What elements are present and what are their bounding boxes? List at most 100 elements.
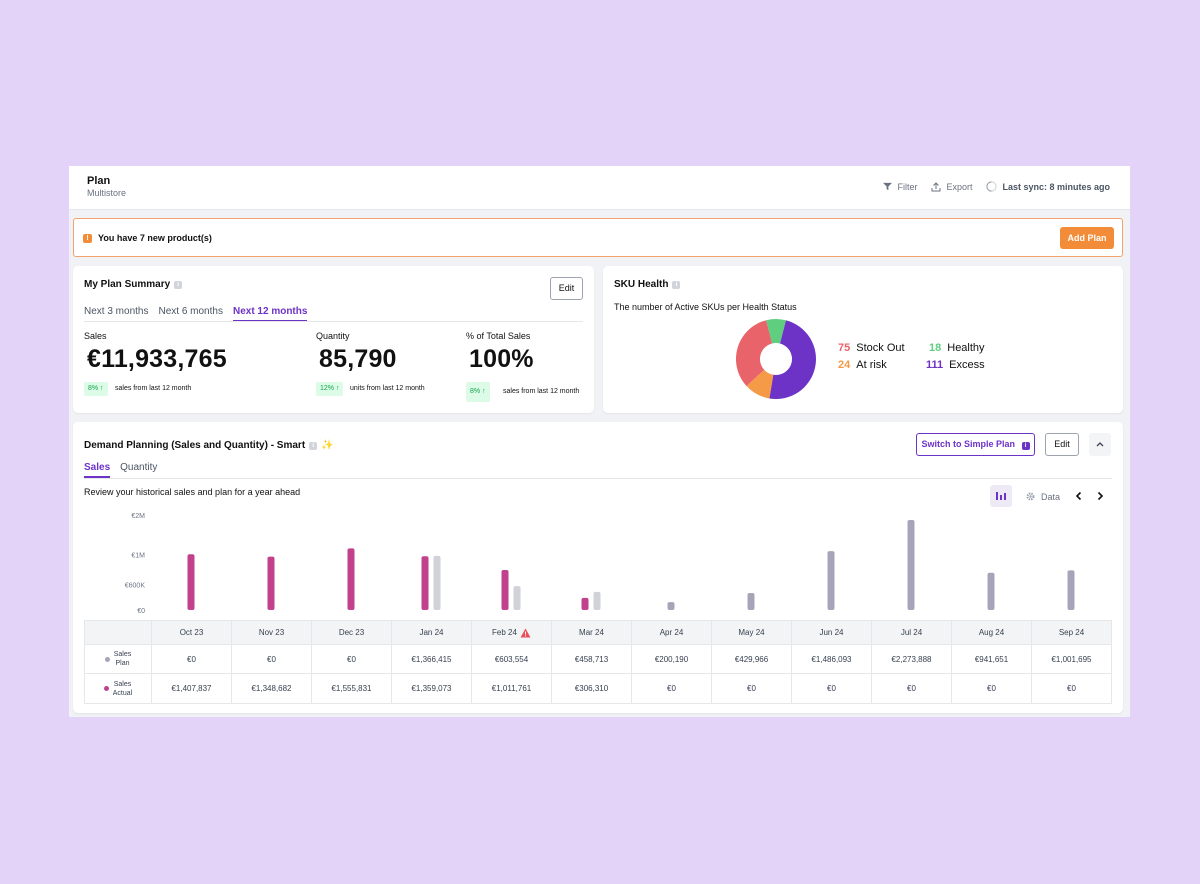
sales-plan-cell: €0	[152, 645, 232, 673]
sales-plan-cell: €1,486,093	[792, 645, 872, 673]
tab-next-12-months[interactable]: Next 12 months	[232, 306, 308, 322]
bar-sales-plan-jun-24[interactable]	[827, 551, 835, 610]
filter-button[interactable]: Filter	[883, 182, 917, 192]
stock-out-count: 75	[838, 342, 851, 354]
bar-sales-actual-mar-24[interactable]	[581, 597, 589, 610]
add-plan-button[interactable]: Add Plan	[1060, 227, 1114, 249]
legend-excess: 111 Excess	[926, 359, 985, 371]
quantity-label: Quantity	[316, 331, 350, 341]
export-label: Export	[946, 181, 973, 192]
bar-sales-plan-sep-24[interactable]	[1067, 570, 1075, 610]
bar-chart-view-button[interactable]	[990, 485, 1012, 507]
y-axis-tick-label: €1M	[131, 553, 145, 560]
tab-divider	[84, 321, 583, 322]
sales-actual-cell: €306,310	[552, 674, 632, 703]
sales-plan-cell: €429,966	[712, 645, 792, 673]
table-header-row: Oct 23 Nov 23 Dec 23 Jan 24 Feb 24 Mar 24 Apr …	[85, 621, 1111, 645]
at-risk-count: 24	[838, 359, 851, 371]
sales-actual-dot	[103, 686, 109, 691]
bar-sales-plan-apr-24[interactable]	[667, 602, 675, 610]
total-sales-change-text: sales from last 12 month	[503, 388, 580, 395]
sales-plan-cell: €603,554	[472, 645, 552, 673]
donut-slice-healthy[interactable]	[766, 319, 786, 344]
tab-sales[interactable]: Sales	[84, 462, 111, 478]
chevron-right-icon[interactable]	[1094, 490, 1106, 502]
sales-plan-label: Sales Plan	[114, 650, 132, 668]
sales-change-chip: 8% ↑	[84, 382, 108, 396]
healthy-label: Healthy	[947, 342, 985, 354]
bar-sales-plan-aug-24[interactable]	[987, 572, 995, 610]
donut-slice-excess[interactable]	[769, 320, 817, 399]
sales-plan-label-line2: Plan	[115, 660, 130, 667]
sku-health-title-text: SKU Health	[614, 279, 669, 290]
chevron-left-icon[interactable]	[1073, 490, 1085, 502]
demand-tabs: Sales Quantity	[84, 462, 157, 478]
alert-icon: !	[83, 234, 92, 243]
collapse-button[interactable]	[1089, 433, 1111, 456]
demand-title-text: Demand Planning (Sales and Quantity) - S…	[84, 440, 306, 451]
banner-text: You have 7 new product(s)	[98, 233, 212, 243]
bar-sales-plan-history--mar-24[interactable]	[593, 591, 601, 610]
donut-slice-at-risk[interactable]	[746, 369, 774, 399]
tab-next-3-months[interactable]: Next 3 months	[84, 306, 149, 317]
month-label: Jun 24	[819, 628, 844, 637]
page-title: Plan	[87, 175, 111, 187]
bar-sales-plan-history--feb-24[interactable]	[513, 586, 521, 610]
month-header: Feb 24	[472, 621, 552, 644]
table-row-sales-actual: Sales Actual €1,407,837 €1,348,682 €1,555,8…	[85, 674, 1111, 703]
export-button[interactable]: Export	[931, 182, 972, 192]
app-window: Plan Multistore Filter Export Last sync:…	[69, 166, 1130, 717]
bar-sales-actual-feb-24[interactable]	[501, 569, 509, 610]
sales-actual-cell: €0	[632, 674, 712, 703]
plan-summary-card: My Plan Summary i Edit Next 3 months Nex…	[73, 266, 594, 413]
sales-plan-cell: €1,366,415	[392, 645, 472, 673]
legend-healthy: 18 Healthy	[929, 342, 985, 354]
tab-next-6-months[interactable]: Next 6 months	[158, 306, 223, 317]
month-label: Dec 23	[338, 628, 365, 637]
bar-sales-plan-may-24[interactable]	[747, 592, 755, 610]
month-header: May 24	[712, 621, 792, 644]
donut-slice-stock-out[interactable]	[736, 320, 773, 387]
sales-actual-cell: €0	[712, 674, 792, 703]
sales-actual-cell: €0	[792, 674, 872, 703]
sales-plan-cell: €458,713	[552, 645, 632, 673]
header-actions: Filter Export Last sync: 8 minutes ago	[883, 181, 1110, 192]
demand-bar-chart: €2M €1M €600K €0	[125, 513, 1075, 615]
bar-sales-actual-jan-24[interactable]	[421, 556, 429, 610]
switch-simple-plan-button[interactable]: Switch to Simple Plan i	[916, 433, 1035, 456]
switch-simple-plan-label: Switch to Simple Plan	[921, 439, 1015, 449]
sales-actual-cell: €1,359,073	[392, 674, 472, 703]
table-row-sales-plan: Sales Plan €0 €0 €0 €1,366,415 €603,554 €458,7…	[85, 645, 1111, 674]
month-label: Sep 24	[1058, 628, 1085, 637]
tab-quantity[interactable]: Quantity	[120, 462, 158, 473]
at-risk-label: At risk	[856, 359, 887, 371]
bar-sales-plan-jul-24[interactable]	[907, 519, 915, 610]
demand-edit-button[interactable]: Edit	[1045, 433, 1079, 456]
page-subtitle: Multistore	[87, 188, 127, 198]
sales-actual-cell: €1,407,837	[152, 674, 232, 703]
plan-summary-title: My Plan Summary i	[84, 279, 183, 290]
month-label: Apr 24	[659, 628, 684, 637]
bar-sales-plan-history--jan-24[interactable]	[433, 555, 441, 610]
month-label: Nov 23	[258, 628, 285, 637]
info-icon[interactable]: i	[309, 441, 318, 450]
summary-edit-button[interactable]: Edit	[550, 277, 583, 300]
data-settings-button[interactable]: Data	[1025, 491, 1060, 502]
bar-sales-actual-nov-23[interactable]	[267, 556, 275, 610]
demand-title: Demand Planning (Sales and Quantity) - S…	[84, 440, 334, 451]
sales-value: €11,933,765	[87, 345, 227, 373]
sync-status: Last sync: 8 minutes ago	[986, 181, 1110, 192]
excess-label: Excess	[949, 359, 985, 371]
data-label: Data	[1041, 491, 1061, 502]
bar-sales-actual-dec-23[interactable]	[347, 548, 355, 610]
sales-actual-cell: €1,555,831	[312, 674, 392, 703]
total-sales-change-chip: 8% ↑	[466, 382, 490, 402]
info-icon[interactable]: i	[174, 280, 183, 289]
info-icon[interactable]: i	[672, 280, 681, 289]
gear-icon	[1026, 492, 1035, 501]
month-header: Aug 24	[952, 621, 1032, 644]
sales-actual-cell: €1,011,761	[472, 674, 552, 703]
row-label-sales-plan: Sales Plan	[85, 645, 152, 673]
bar-sales-actual-oct-23[interactable]	[187, 554, 195, 610]
month-label: Aug 24	[978, 628, 1005, 637]
